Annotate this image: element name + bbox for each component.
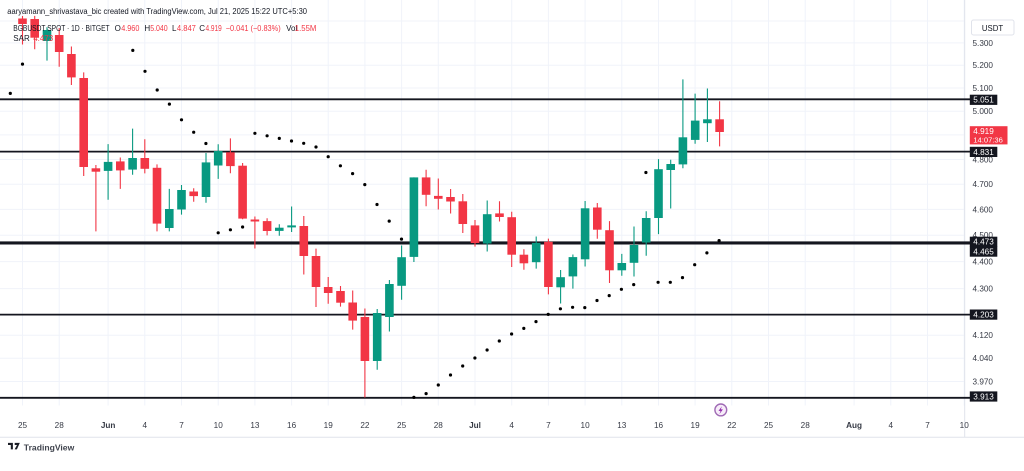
svg-text:7: 7 (546, 421, 551, 430)
svg-text:4.040: 4.040 (973, 354, 994, 363)
svg-text:4.960: 4.960 (121, 24, 140, 33)
svg-text:25: 25 (764, 421, 774, 430)
svg-text:25: 25 (18, 421, 28, 430)
svg-text:19: 19 (324, 421, 334, 430)
svg-text:25: 25 (397, 421, 407, 430)
svg-text:4.831: 4.831 (973, 148, 994, 157)
svg-text:SAR: SAR (13, 34, 30, 43)
svg-text:Jun: Jun (101, 421, 116, 430)
svg-text:4.919: 4.919 (973, 127, 994, 136)
svg-text:19: 19 (691, 421, 701, 430)
svg-text:16: 16 (287, 421, 297, 430)
svg-text:4.500: 4.500 (973, 231, 994, 240)
svg-text:4.473: 4.473 (33, 34, 54, 43)
svg-text:5.051: 5.051 (973, 96, 994, 105)
svg-text:5.000: 5.000 (973, 107, 994, 116)
svg-text:13: 13 (617, 421, 627, 430)
svg-text:4.300: 4.300 (973, 285, 994, 294)
svg-text:3.970: 3.970 (973, 377, 994, 386)
svg-text:10: 10 (581, 421, 591, 430)
svg-text:USDT: USDT (982, 24, 1003, 33)
svg-text:28: 28 (434, 421, 444, 430)
svg-text:H: H (144, 24, 150, 33)
svg-text:16: 16 (654, 421, 664, 430)
svg-text:4: 4 (143, 421, 148, 430)
svg-text:4.400: 4.400 (973, 258, 994, 267)
svg-text:14:07:36: 14:07:36 (973, 136, 1003, 145)
svg-text:4.473: 4.473 (973, 238, 994, 247)
svg-text:13: 13 (250, 421, 260, 430)
svg-text:7: 7 (179, 421, 184, 430)
svg-text:4: 4 (889, 421, 894, 430)
svg-text:O: O (115, 24, 121, 33)
svg-text:5.100: 5.100 (973, 84, 994, 93)
svg-text:4.600: 4.600 (973, 205, 994, 214)
svg-text:5.300: 5.300 (973, 39, 994, 48)
svg-text:aaryamann_shrivastava_bic crea: aaryamann_shrivastava_bic created with T… (7, 7, 307, 16)
svg-text:TradingView: TradingView (24, 443, 75, 453)
svg-text:4.800: 4.800 (973, 155, 994, 164)
svg-text:4: 4 (509, 421, 514, 430)
svg-text:4.120: 4.120 (973, 331, 994, 340)
svg-text:4.465: 4.465 (973, 248, 994, 257)
svg-text:3.913: 3.913 (973, 392, 994, 401)
svg-text:22: 22 (360, 421, 370, 430)
svg-text:28: 28 (801, 421, 811, 430)
svg-text:1.55M: 1.55M (295, 24, 317, 33)
svg-text:4.203: 4.203 (973, 311, 994, 320)
svg-text:22: 22 (727, 421, 737, 430)
svg-text:L: L (172, 24, 177, 33)
svg-text:Aug: Aug (846, 421, 862, 430)
svg-text:4.700: 4.700 (973, 180, 994, 189)
svg-text:28: 28 (55, 421, 65, 430)
svg-text:7: 7 (925, 421, 930, 430)
svg-text:−0.041 (−0.83%): −0.041 (−0.83%) (226, 24, 281, 33)
svg-text:10: 10 (214, 421, 224, 430)
svg-text:4.847: 4.847 (177, 24, 197, 33)
svg-text:Vol: Vol (286, 24, 297, 33)
svg-text:5.040: 5.040 (150, 24, 168, 33)
svg-text:5.200: 5.200 (973, 61, 994, 70)
svg-text:Jul: Jul (469, 421, 481, 430)
svg-text:BGBUSDT SPOT · 1D · BITGET: BGBUSDT SPOT · 1D · BITGET (13, 24, 109, 33)
svg-text:4.919: 4.919 (206, 24, 223, 33)
svg-text:10: 10 (960, 421, 970, 430)
svg-text:C: C (199, 24, 205, 33)
